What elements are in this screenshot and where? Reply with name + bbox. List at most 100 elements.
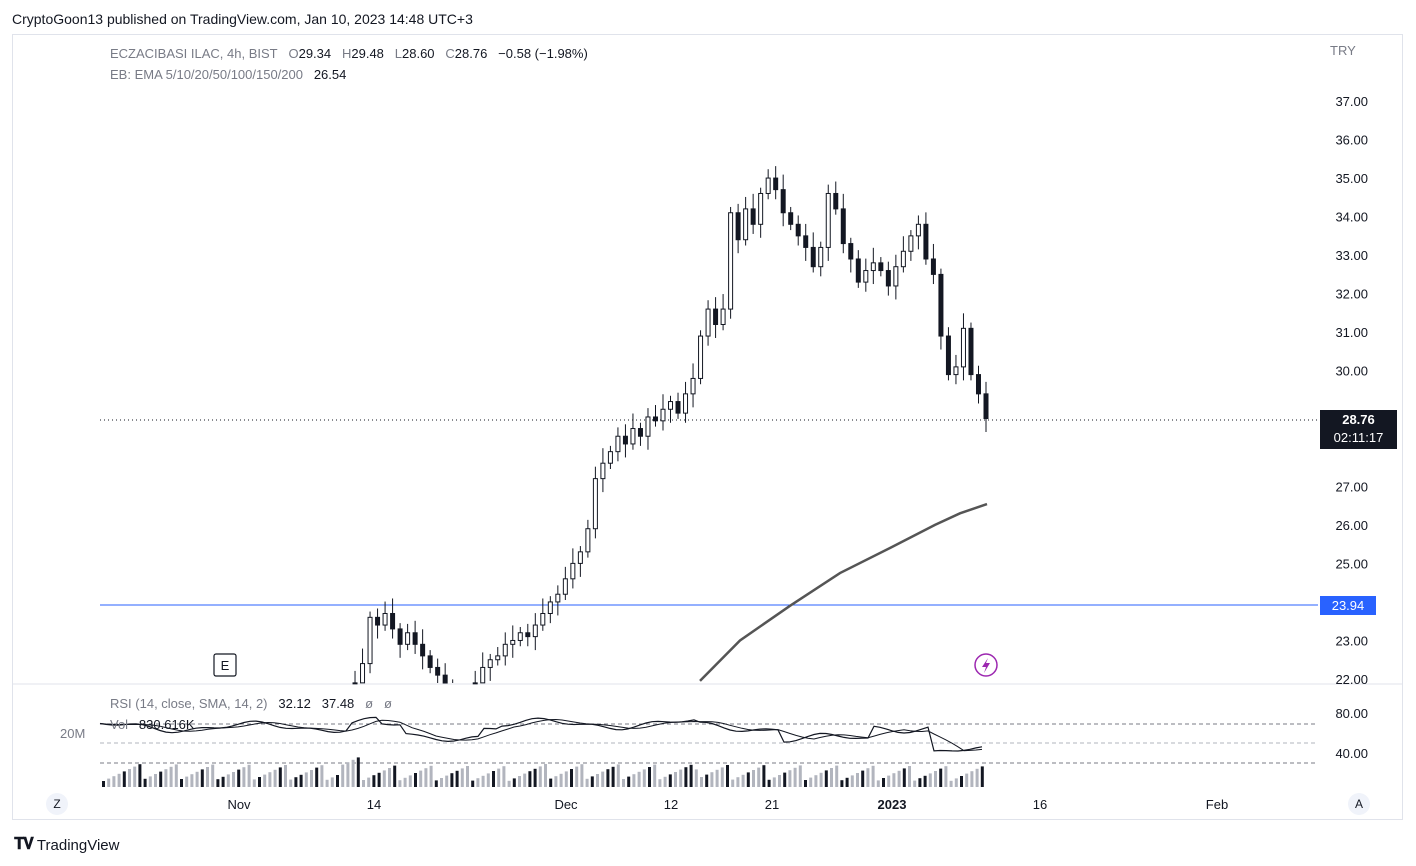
- volume-bar: [216, 779, 220, 787]
- candle-body: [825, 192, 831, 248]
- volume-bar: [679, 769, 683, 787]
- volume-bar: [502, 766, 506, 787]
- volume-bar: [310, 770, 313, 787]
- volume-bar: [268, 772, 272, 787]
- time-axis-label: 16: [1033, 797, 1047, 812]
- volume-bar: [294, 777, 298, 787]
- volume-bar: [866, 768, 870, 787]
- candle-body: [487, 659, 493, 668]
- volume-bar: [299, 774, 303, 787]
- volume-bar: [169, 766, 173, 787]
- volume-bar: [642, 769, 646, 787]
- candle-body: [840, 208, 846, 245]
- last-price-value: 28.76: [1342, 412, 1375, 427]
- volume-bar: [601, 771, 605, 787]
- volume-bar: [440, 778, 443, 787]
- volume-bar: [902, 768, 906, 787]
- candle-body: [382, 612, 388, 626]
- rsi-value: 32.12: [278, 696, 311, 711]
- candle-body: [660, 408, 666, 422]
- candle-body: [945, 335, 951, 376]
- candle-body: [637, 428, 643, 437]
- candle-body: [713, 308, 719, 325]
- candle-body: [435, 666, 441, 676]
- volume-bar: [913, 780, 917, 787]
- price-axis-label: 25.00: [1335, 556, 1368, 571]
- volume-value: 830.616K: [138, 717, 195, 732]
- candle-body: [532, 624, 538, 638]
- footer-logo[interactable]: 𝐓𝐕 TradingView: [14, 836, 119, 854]
- volume-bar: [492, 771, 495, 787]
- volume-bar: [164, 769, 168, 787]
- volume-bar: [346, 762, 350, 787]
- volume-bar: [637, 771, 641, 787]
- volume-bar: [616, 764, 620, 787]
- volume-bar: [710, 772, 714, 787]
- volume-bar: [939, 768, 943, 787]
- zoom-button[interactable]: Z: [46, 793, 68, 815]
- volume-bar: [908, 766, 911, 787]
- price-axis-label: 36.00: [1335, 133, 1368, 148]
- volume-bar: [668, 774, 672, 787]
- volume-bar: [258, 777, 261, 787]
- volume-bar: [242, 767, 246, 787]
- candle-body: [720, 308, 726, 325]
- time-axis: Nov 14 Dec 12 21 2023 16 Feb: [227, 797, 1228, 812]
- candle-body: [885, 270, 891, 287]
- chart-frame: [12, 34, 1403, 820]
- volume-bar: [190, 774, 194, 787]
- time-axis-label: 12: [664, 797, 678, 812]
- volume-bar: [970, 771, 974, 787]
- volume-bar: [367, 777, 371, 787]
- candle-body: [412, 632, 418, 645]
- ema-value: 26.54: [313, 67, 347, 82]
- volume-bar: [278, 767, 282, 787]
- candle-body: [878, 262, 884, 272]
- volume-bar: [211, 764, 215, 787]
- candle-body: [375, 616, 381, 626]
- volume-bar: [736, 777, 740, 787]
- volume-bar: [944, 766, 948, 787]
- candle-body: [555, 593, 561, 603]
- volume-bar: [700, 777, 703, 787]
- volume-bar: [304, 772, 308, 787]
- volume-bar: [481, 775, 485, 787]
- candle-body: [893, 266, 899, 287]
- legend-change: −0.58 (−1.98%): [498, 46, 588, 61]
- publish-line: CryptoGoon13 published on TradingView.co…: [12, 11, 473, 27]
- volume-bar: [143, 778, 147, 787]
- volume-bar: [554, 776, 558, 787]
- volume-bar: [507, 780, 511, 787]
- volume-bar: [928, 773, 932, 787]
- time-axis-label: 2023: [878, 797, 907, 812]
- candle-body: [360, 663, 366, 684]
- volume-bar: [923, 775, 927, 787]
- candle-body: [953, 366, 959, 376]
- volume-bar: [133, 766, 137, 787]
- volume-bar: [336, 775, 339, 787]
- volume-bar: [341, 764, 345, 787]
- volume-bar: [960, 776, 963, 787]
- candle-body: [442, 674, 448, 684]
- legend-ema: EB: EMA 5/10/20/50/100/150/200 26.54: [110, 67, 346, 82]
- volume-bar: [611, 766, 615, 787]
- candle-body: [818, 246, 824, 268]
- volume-bar: [575, 766, 579, 787]
- volume-bar: [128, 769, 131, 787]
- legend-l-label: L: [394, 46, 402, 61]
- candle-body: [915, 223, 921, 237]
- volume-bar: [112, 776, 116, 787]
- volume-bar: [445, 775, 449, 787]
- legend-symbol: ECZACIBASI ILAC, 4h, BIST: [110, 46, 278, 61]
- candle-body: [983, 393, 989, 420]
- volume-bar: [856, 773, 859, 787]
- volume-bar: [206, 767, 209, 787]
- volume-bar: [653, 764, 657, 787]
- auto-scale-button[interactable]: A: [1348, 793, 1370, 815]
- volume-bar: [580, 764, 584, 787]
- volume-bar: [741, 774, 745, 787]
- candle-body: [405, 632, 411, 645]
- volume-bar: [351, 759, 355, 787]
- candle-body: [397, 628, 403, 645]
